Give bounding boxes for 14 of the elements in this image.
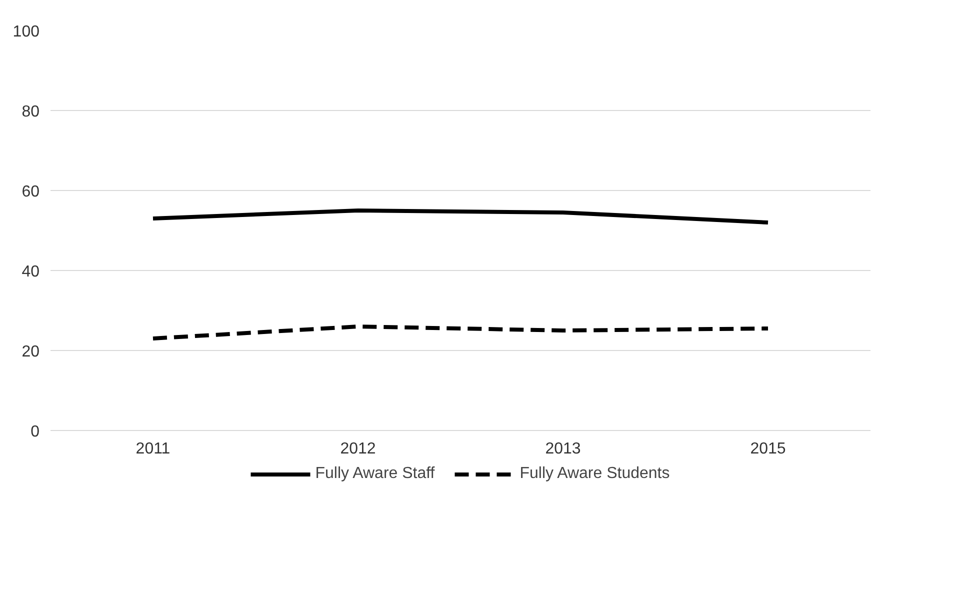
x-tick-label: 2015 bbox=[750, 440, 786, 458]
line-series bbox=[151, 208, 770, 224]
y-tick-label: 60 bbox=[22, 184, 40, 200]
legend-label: Fully Aware Staff bbox=[315, 465, 435, 483]
y-tick-label: 100 bbox=[12, 24, 40, 40]
x-tick-label: 2013 bbox=[545, 440, 581, 458]
x-tick-label: 2012 bbox=[340, 440, 376, 458]
legend-label: Fully Aware Students bbox=[520, 465, 670, 483]
y-tick-label: 80 bbox=[22, 104, 40, 120]
x-tick-label: 2011 bbox=[136, 440, 170, 458]
y-tick-label: 40 bbox=[22, 264, 40, 280]
y-tick-label: 0 bbox=[30, 424, 40, 440]
line-series bbox=[151, 324, 770, 340]
y-tick-label: 20 bbox=[22, 344, 40, 360]
